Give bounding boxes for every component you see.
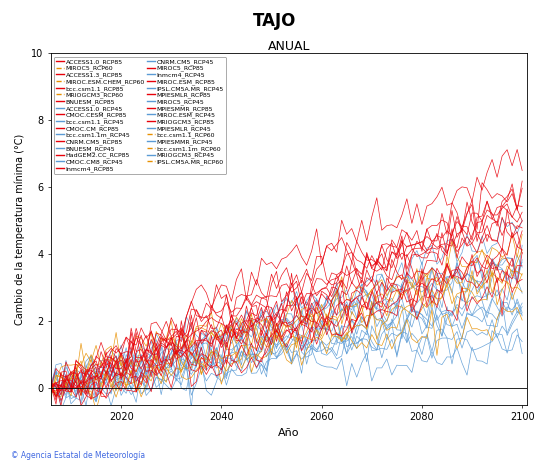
Legend: ACCESS1.0_RCP85, MIROC5_RCP60, ACCESS1.3_RCP85, MIROC.ESM.CHEM_RCP60, bcc.csm1.1: ACCESS1.0_RCP85, MIROC5_RCP60, ACCESS1.3… (54, 56, 226, 174)
Y-axis label: Cambio de la temperatura mínima (°C): Cambio de la temperatura mínima (°C) (15, 134, 25, 325)
Title: ANUAL: ANUAL (268, 40, 310, 54)
X-axis label: Año: Año (278, 428, 300, 438)
Text: TAJO: TAJO (254, 12, 296, 30)
Text: © Agencia Estatal de Meteorología: © Agencia Estatal de Meteorología (11, 451, 145, 460)
